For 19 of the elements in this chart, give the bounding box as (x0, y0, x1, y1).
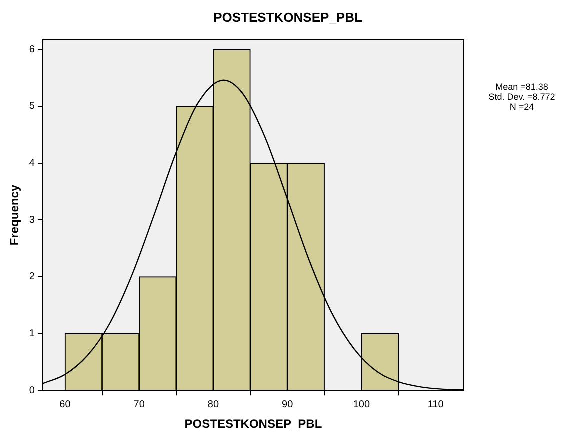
x-tick-label: 80 (208, 399, 220, 410)
text: N =24 (510, 102, 534, 112)
text: Std. Dev. =8.772 (488, 92, 556, 102)
x-tick-label: 110 (428, 399, 444, 410)
text: Mean =81.38 (496, 82, 548, 92)
x-tick-label: 70 (134, 399, 146, 410)
x-tick-label: 60 (60, 399, 72, 410)
y-tick-label: 4 (29, 158, 36, 170)
y-tick-label: 2 (29, 272, 36, 283)
x-tick-label: 90 (282, 399, 294, 410)
y-tick-label: 6 (29, 44, 36, 56)
x-tick-label: 100 (353, 399, 370, 410)
y-axis-title: Frequency (8, 184, 22, 246)
y-tick-label: 3 (29, 214, 36, 226)
y-tick-label: 0 (29, 385, 36, 396)
y-tick-label: 1 (29, 328, 36, 340)
chart-title: POSTESTKONSEP_PBL (212, 10, 364, 25)
x-axis-title: POSTESTKONSEP_PBL (184, 417, 322, 432)
y-tick-label: 5 (29, 101, 36, 112)
